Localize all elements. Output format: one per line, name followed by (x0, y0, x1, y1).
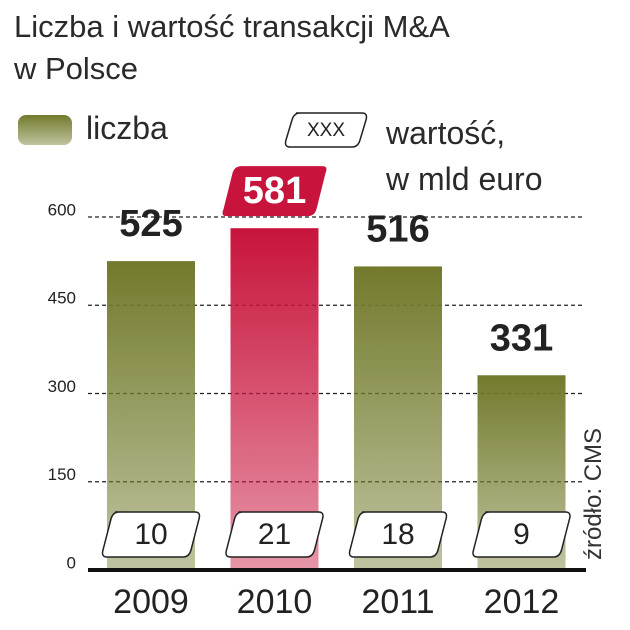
secondary-value-box (348, 511, 448, 558)
x-tick-label: 2009 (113, 583, 189, 621)
x-tick-label: 2011 (361, 583, 434, 621)
secondary-value-box (472, 511, 571, 558)
value-label-box (222, 166, 327, 217)
legend-swatch (18, 115, 72, 145)
value-label: 331 (490, 317, 553, 359)
legend-label: liczba (86, 110, 168, 146)
legend-symbol: XXX (307, 120, 345, 141)
legend-label: wartość, w mld euro (386, 115, 543, 197)
secondary-value-box (225, 511, 324, 558)
secondary-value: 9 (513, 518, 530, 551)
value-label: 516 (366, 208, 429, 250)
y-tick-label: 0 (67, 553, 76, 572)
legend-symbol-box (284, 112, 368, 148)
y-tick-label: 600 (48, 200, 76, 219)
x-tick-label: 2012 (484, 583, 560, 621)
source: źródło: CMS (580, 427, 607, 560)
secondary-value-box (101, 511, 201, 558)
value-label: 525 (119, 203, 182, 245)
secondary-value: 10 (134, 518, 167, 551)
secondary-value: 21 (258, 518, 291, 551)
y-tick-label: 300 (48, 377, 76, 396)
chart-title: Liczba i wartość transakcji M&A w Polsce (14, 9, 450, 86)
y-tick-label: 450 (48, 289, 76, 308)
y-tick-label: 150 (48, 465, 76, 484)
value-label: 581 (243, 170, 306, 212)
secondary-value: 18 (381, 518, 414, 551)
x-tick-label: 2010 (237, 583, 313, 621)
